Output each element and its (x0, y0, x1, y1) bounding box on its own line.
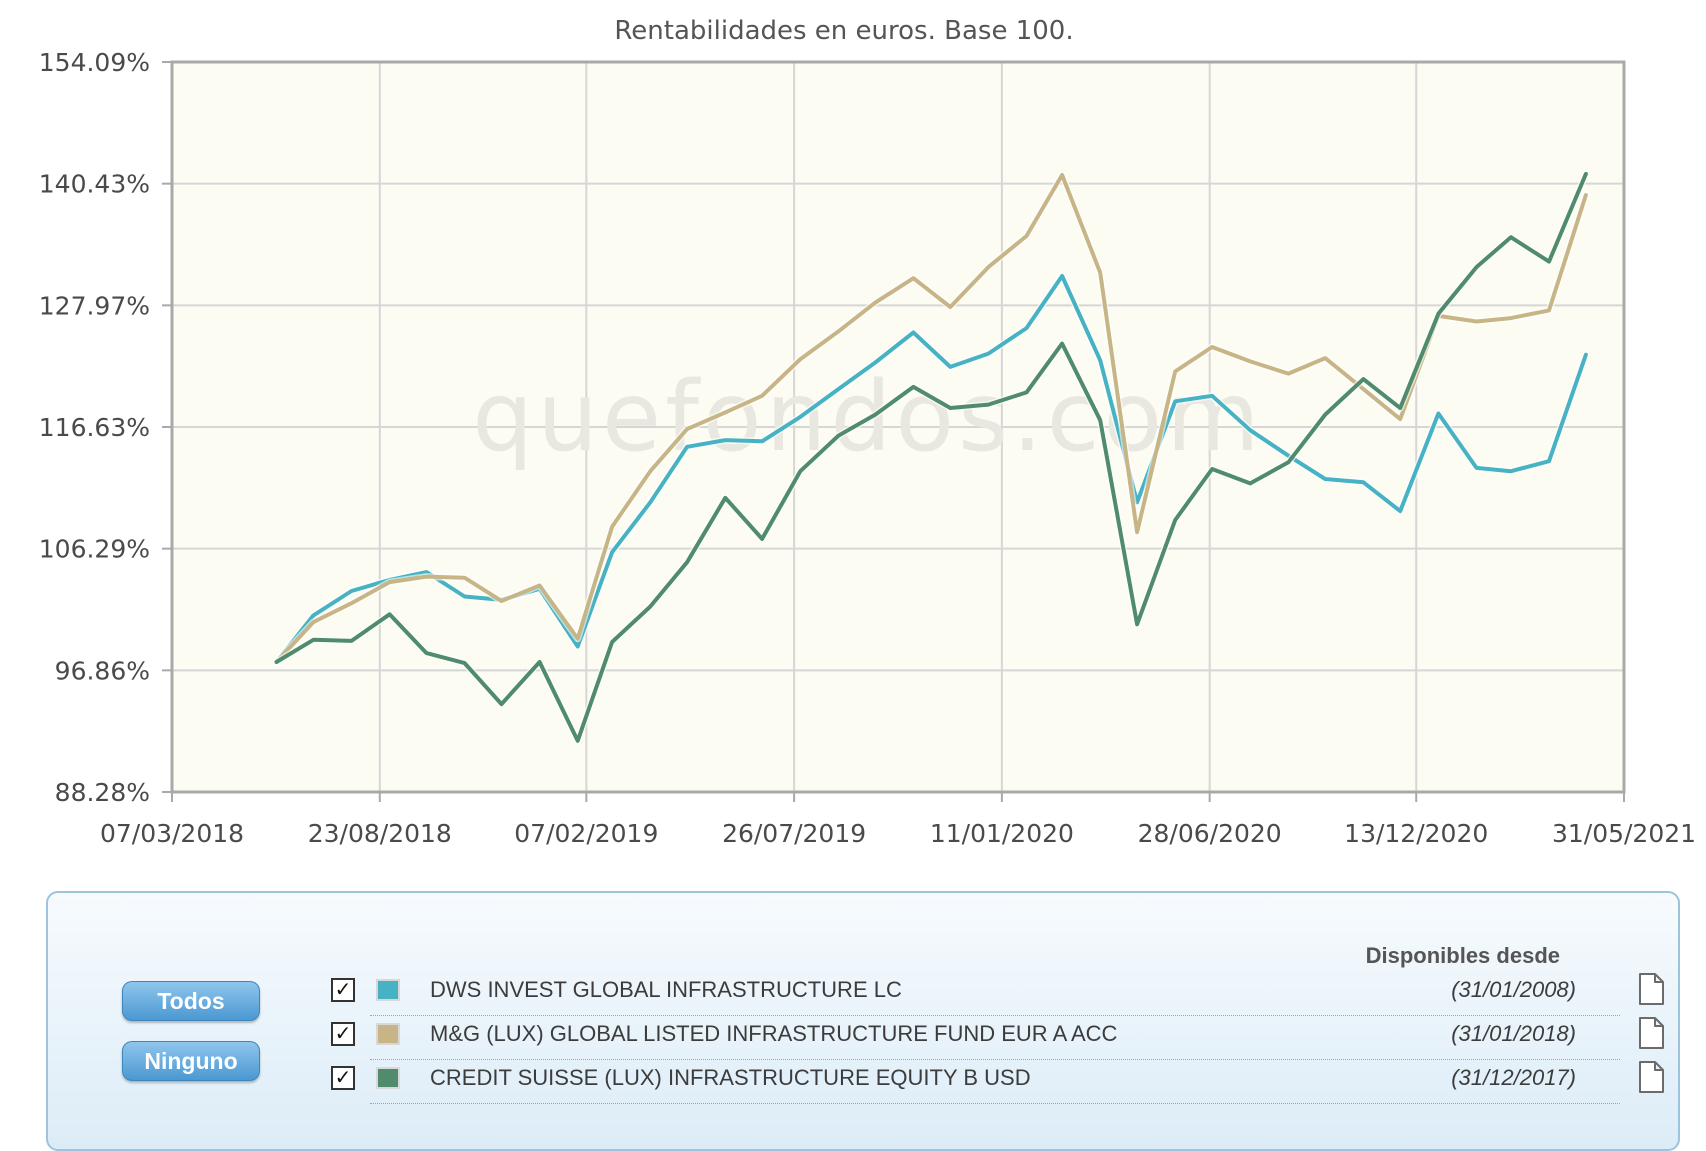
y-tick-label: 116.63% (39, 413, 150, 442)
grid (172, 62, 1624, 792)
select-all-button[interactable]: Todos (122, 981, 260, 1021)
y-axis: 154.09% 140.43% 127.97% 116.63% 106.29% 96.86… (39, 48, 172, 807)
x-tick-label: 23/08/2018 (308, 819, 452, 848)
series-line-2 (274, 171, 1588, 743)
x-tick-label: 07/03/2018 (100, 819, 244, 848)
document-icon[interactable] (1638, 973, 1664, 1005)
series-layer (273, 170, 1590, 745)
fund-name[interactable]: CREDIT SUISSE (LUX) INFRASTRUCTURE EQUIT… (430, 1065, 1031, 1090)
fund-available-date: (31/12/2017) (1451, 1065, 1576, 1090)
legend-row-mg[interactable]: ✓ M&G (LUX) GLOBAL LISTED INFRASTRUCTURE… (331, 1015, 1664, 1060)
series-color-swatch (376, 1067, 400, 1089)
series-color-swatch (376, 979, 400, 1001)
select-none-button[interactable]: Ninguno (122, 1041, 260, 1081)
chart-title: Rentabilidades en euros. Base 100. (614, 16, 1073, 46)
y-tick-label: 140.43% (39, 170, 150, 199)
x-axis: 07/03/2018 23/08/2018 07/02/2019 26/07/2019… (100, 792, 1696, 848)
performance-line-chart: Rentabilidades en euros. Base 100. quefo… (39, 16, 1696, 848)
legend-row-dws[interactable]: ✓ DWS INVEST GLOBAL INFRASTRUCTURE LC (3… (331, 971, 1664, 1016)
y-tick-label: 96.86% (55, 656, 150, 685)
available-since-header: Disponibles desde (1365, 943, 1560, 968)
series-color-swatch (376, 1023, 400, 1045)
x-tick-label: 13/12/2020 (1344, 819, 1488, 848)
series-line-1 (274, 173, 1588, 664)
fund-name[interactable]: M&G (LUX) GLOBAL LISTED INFRASTRUCTURE F… (430, 1021, 1118, 1046)
fund-name[interactable]: DWS INVEST GLOBAL INFRASTRUCTURE LC (430, 977, 902, 1002)
fund-available-date: (31/01/2008) (1451, 977, 1576, 1002)
y-tick-label: 106.29% (39, 535, 150, 564)
y-tick-label: 154.09% (39, 48, 150, 77)
x-tick-label: 31/05/2021 (1552, 819, 1696, 848)
legend-row-credit-suisse[interactable]: ✓ CREDIT SUISSE (LUX) INFRASTRUCTURE EQU… (331, 1059, 1664, 1104)
y-tick-label: 88.28% (55, 778, 150, 807)
legend-panel: Todos Ninguno Disponibles desde ✓ DWS IN… (46, 891, 1680, 1151)
series-checkbox-credit-suisse[interactable]: ✓ (331, 1066, 355, 1090)
x-tick-label: 11/01/2020 (930, 819, 1074, 848)
document-icon[interactable] (1638, 1017, 1664, 1049)
x-tick-label: 07/02/2019 (514, 819, 658, 848)
x-tick-label: 26/07/2019 (722, 819, 866, 848)
series-checkbox-dws[interactable]: ✓ (331, 978, 355, 1002)
document-icon[interactable] (1638, 1061, 1664, 1093)
y-tick-label: 127.97% (39, 291, 150, 320)
series-checkbox-mg[interactable]: ✓ (331, 1022, 355, 1046)
x-tick-label: 28/06/2020 (1138, 819, 1282, 848)
fund-available-date: (31/01/2018) (1451, 1021, 1576, 1046)
